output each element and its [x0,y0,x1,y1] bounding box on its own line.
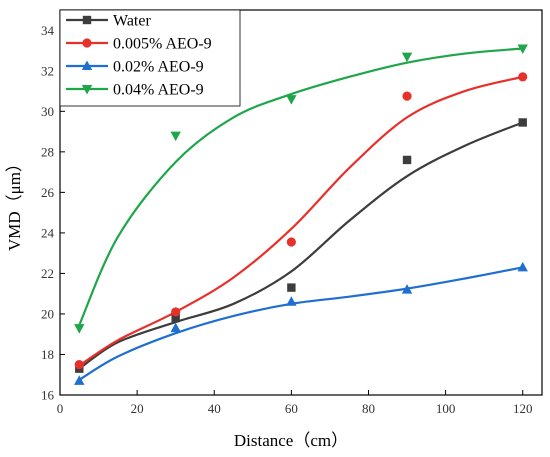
fit-curve-series-1 [78,75,524,367]
data-point-series-3 [517,44,528,54]
y-tick-label: 32 [41,63,54,78]
data-point-series-0 [171,313,180,323]
fit-curve-series-0 [78,121,524,370]
data-point-series-0 [518,118,527,127]
legend-label-0: Water [113,13,151,30]
y-tick-label: 30 [41,104,54,119]
data-point-series-2 [170,322,181,333]
y-tick-label: 24 [41,225,55,240]
legend-label-1: 0.005% AEO-9 [113,36,212,53]
data-point-series-3 [401,52,413,63]
data-point-series-3 [286,95,297,105]
data-point-series-2 [517,261,528,272]
x-tick-label: 120 [513,401,533,416]
data-point-series-3 [170,131,181,142]
x-tick-label: 20 [131,401,144,416]
data-point-series-0 [287,283,296,292]
y-tick-label: 34 [41,23,55,38]
y-tick-label: 18 [41,347,54,362]
data-point-series-1 [74,360,84,370]
data-markers [74,44,528,385]
legend-marker-3 [81,85,93,95]
legend-marker-2 [81,60,93,70]
data-point-series-1 [402,91,412,101]
plot-frame [59,9,543,396]
legend-marker-0 [82,15,92,25]
y-tick-label: 26 [41,185,55,200]
data-point-series-0 [402,155,412,165]
data-point-series-2 [286,296,297,306]
x-tick-label: 0 [57,401,64,416]
data-point-series-3 [74,324,85,334]
x-axis-title: Distance（cm） [234,431,348,450]
y-tick-label: 20 [41,306,54,321]
data-point-series-1 [518,72,528,82]
y-tick-label: 16 [41,388,55,403]
legend-label-3: 0.04% AEO-9 [113,82,204,99]
y-tick-label: 28 [41,144,54,159]
data-point-series-2 [74,375,85,385]
x-tick-label: 100 [436,401,456,416]
x-tick-label: 80 [362,401,375,416]
x-tick-label: 60 [285,401,298,416]
fit-curve-series-3 [78,47,524,327]
y-axis-title: VMD（μm） [5,155,24,251]
y-tick-label: 22 [41,266,54,281]
data-point-series-1 [286,237,296,247]
fit-curve-series-2 [78,266,524,381]
legend: Water 0.005% AEO-9 0.02% AEO-9 0.04% AEO-9 [59,9,241,107]
axis-ticks: 0 20 40 60 80 100 120 16 18 20 22 24 26 28 30 32 34 [41,23,532,416]
legend-label-2: 0.02% AEO-9 [113,59,204,76]
x-tick-label: 40 [208,401,221,416]
data-point-series-2 [401,284,413,294]
data-point-series-1 [171,307,181,317]
legend-marker-1 [82,38,92,48]
